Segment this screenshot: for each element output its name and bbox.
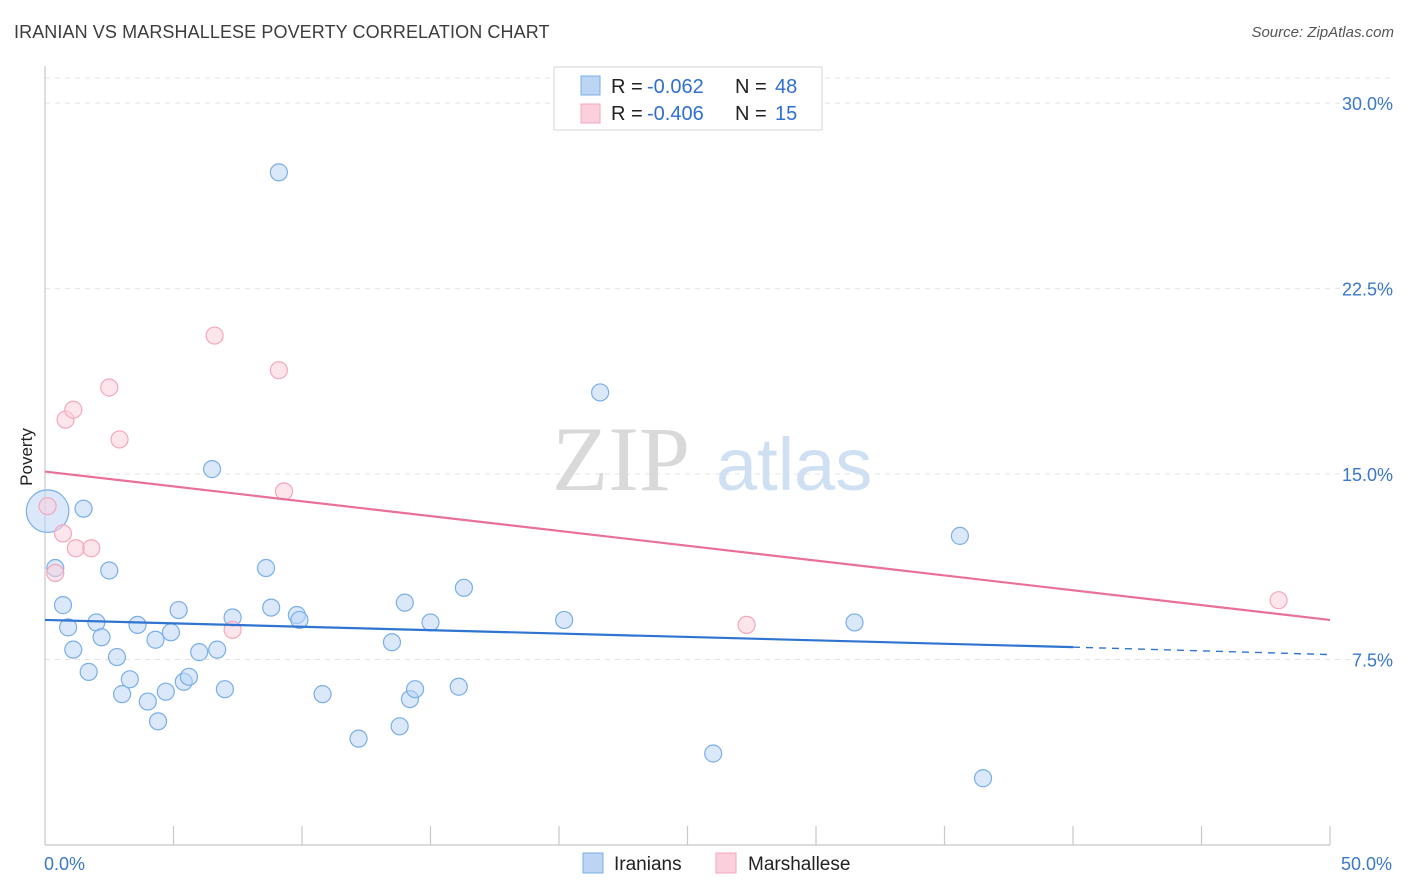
iranians-point-45: [845, 613, 864, 632]
iranians-point-6: [79, 662, 98, 681]
y-tick-label-3: 7.5%: [1352, 651, 1393, 671]
iranians-point-12: [120, 670, 139, 689]
x-tick-label-start: 0.0%: [44, 854, 85, 874]
legend-swatch-marshallese: [580, 103, 601, 124]
marshallese-point-9: [205, 326, 224, 345]
gridlines: [45, 77, 1393, 661]
source-label: Source: ZipAtlas.com: [1251, 24, 1394, 41]
legend-r-value-marshallese: -0.406: [647, 103, 704, 125]
x-tick-label-end: 50.0%: [1341, 854, 1392, 874]
iranians-point-17: [156, 682, 175, 701]
marshallese-point-0: [38, 497, 57, 516]
series-legend-swatch-marshallese: [715, 852, 737, 874]
trend-lines: [44, 470, 1331, 656]
marshallese-point-7: [100, 378, 119, 397]
iranians-point-31: [290, 610, 309, 630]
marshallese-point-14: [1269, 591, 1288, 610]
iranians-point-33: [349, 729, 368, 748]
iranians-point-36: [395, 593, 414, 612]
iranians-point-23: [202, 460, 222, 479]
legend-r-label-iranians: R =: [611, 76, 643, 98]
legend-r-value-iranians: -0.062: [647, 76, 704, 98]
iranians-trend-extension: [1072, 646, 1331, 656]
iranians-point-10: [107, 647, 127, 667]
iranians-point-14: [138, 692, 157, 711]
iranians-point-19: [169, 600, 188, 620]
legend-n-label-marshallese: N =: [735, 103, 767, 125]
iranians-point-42: [555, 610, 574, 630]
marshallese-point-8: [110, 430, 129, 449]
iranians-point-22: [190, 643, 209, 662]
iranians-point-38: [405, 680, 425, 699]
legend-n-label-iranians: N =: [735, 76, 767, 98]
y-tick-labels: 30.0% 22.5% 15.0% 7.5%: [1342, 94, 1393, 670]
marshallese-point-12: [274, 482, 294, 501]
watermark-atlas: atlas: [716, 423, 872, 506]
iranians-point-3: [59, 618, 78, 637]
marshallese-point-6: [82, 539, 101, 558]
iranians-point-16: [148, 712, 168, 731]
iranians-point-39: [421, 613, 440, 632]
marshallese-trend-line: [44, 470, 1331, 622]
iranians-point-13: [128, 615, 147, 635]
iranians-point-46: [950, 526, 970, 545]
watermark: ZIP atlas: [552, 408, 872, 510]
y-axis-label: Poverty: [17, 428, 36, 486]
iranians-point-27: [256, 558, 276, 578]
series-legend-label-marshallese: Marshallese: [748, 854, 850, 875]
chart-title: IRANIAN VS MARSHALLESE POVERTY CORRELATI…: [14, 22, 550, 42]
marshallese-point-13: [737, 615, 756, 635]
iranians-point-35: [390, 717, 409, 736]
iranians-trend-line: [44, 618, 1074, 649]
iranians-point-43: [591, 383, 610, 402]
iranians-point-2: [53, 596, 73, 615]
iranians-point-9: [100, 561, 119, 580]
iranians-point-25: [215, 680, 234, 699]
y-tick-label-0: 30.0%: [1342, 94, 1393, 114]
legend-n-value-iranians: 48: [775, 76, 797, 98]
watermark-zip: ZIP: [552, 408, 690, 510]
legend-swatch-iranians: [580, 75, 601, 96]
marshallese-point-2: [53, 524, 73, 543]
marshallese-point-4: [64, 400, 83, 419]
series-legend-label-iranians: Iranians: [614, 854, 682, 875]
iranians-point-28: [262, 598, 281, 617]
iranians-point-44: [704, 744, 723, 763]
correlation-legend: R = -0.062 N = 48 R = -0.406 N = 15: [553, 66, 823, 131]
iranians-point-8: [92, 628, 111, 647]
iranians-point-18: [161, 623, 181, 642]
iranians-point-34: [382, 633, 402, 652]
iranians-point-41: [454, 578, 474, 597]
iranians-point-29: [269, 163, 288, 182]
x-tick-marks: [172, 826, 1331, 845]
marshallese-point-5: [66, 539, 85, 558]
y-tick-label-2: 15.0%: [1342, 465, 1393, 485]
iranians-point-47: [973, 769, 993, 788]
legend-r-label-marshallese: R =: [611, 103, 643, 125]
iranians-point-24: [208, 640, 227, 659]
marshallese-point-11: [269, 361, 288, 380]
legend-n-value-marshallese: 15: [775, 103, 797, 125]
iranians-point-21: [179, 667, 199, 686]
marshallese-point-1: [46, 563, 65, 583]
series-legend: Iranians Marshallese: [582, 852, 850, 875]
iranians-point-4: [64, 640, 83, 659]
y-tick-label-1: 22.5%: [1342, 280, 1393, 300]
series-legend-swatch-iranians: [582, 852, 604, 874]
data-points: [25, 163, 1288, 788]
iranians-point-5: [74, 499, 93, 518]
iranians-point-11: [112, 685, 132, 704]
iranians-point-32: [313, 685, 332, 704]
iranians-point-15: [146, 630, 165, 649]
iranians-point-40: [449, 677, 468, 696]
